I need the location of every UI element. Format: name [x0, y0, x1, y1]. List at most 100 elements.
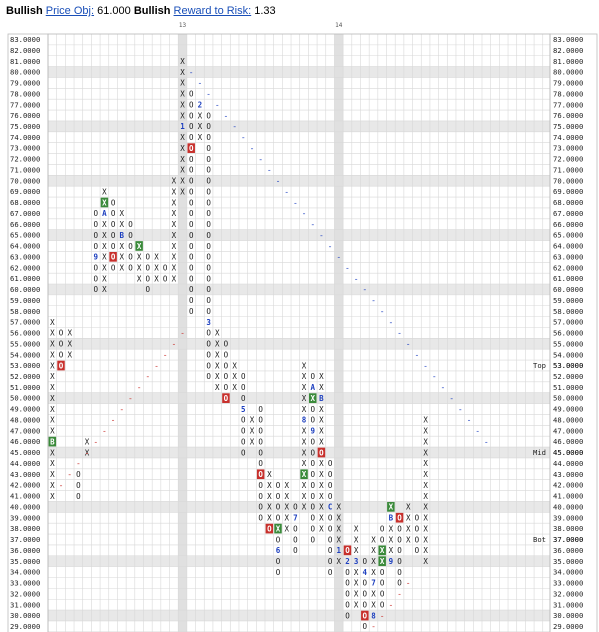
- pf-o-box: O: [206, 133, 211, 142]
- pf-o-box: O: [189, 253, 194, 262]
- support-line-mark: -: [388, 600, 393, 609]
- price-label-left: 47.0000: [10, 426, 40, 435]
- support-line-mark: -: [76, 459, 81, 468]
- range-annotation-price: 37.0000: [553, 535, 583, 544]
- pf-x-box: X: [102, 253, 107, 262]
- pf-x-box: X: [50, 416, 55, 425]
- pf-x-box: X: [423, 416, 428, 425]
- pf-o-box: O: [206, 187, 211, 196]
- box-highlight-red: [57, 360, 65, 371]
- pf-x-box: X: [284, 503, 289, 512]
- pf-x-box: X: [215, 329, 220, 338]
- reward-to-risk-link[interactable]: Reward to Risk:: [173, 5, 252, 17]
- pf-o-box: O: [258, 492, 263, 501]
- pf-x-box: X: [67, 340, 72, 349]
- support-line-mark: -: [397, 590, 402, 599]
- pf-x-box: X: [423, 535, 428, 544]
- pf-x-box: X: [319, 524, 324, 533]
- price-label-left: 76.0000: [10, 111, 40, 120]
- pf-x-box: X: [337, 503, 342, 512]
- price-label-right: 80.0000: [553, 68, 583, 77]
- price-label-right: 74.0000: [553, 133, 583, 142]
- pf-x-box: X: [284, 524, 289, 533]
- reward-to-risk-value: 1.33: [254, 5, 276, 17]
- pf-x-box: X: [319, 437, 324, 446]
- support-line-mark: -: [85, 448, 90, 457]
- pf-o-box: O: [128, 242, 133, 251]
- resistance-line-mark: -: [362, 285, 367, 294]
- pf-x-box: X: [198, 111, 203, 120]
- support-line-mark: -: [102, 427, 107, 436]
- price-label-right: 62.0000: [553, 263, 583, 272]
- grid-band: [48, 392, 550, 404]
- pf-x-box: X: [371, 535, 376, 544]
- resistance-line-mark: -: [276, 177, 281, 186]
- pf-o-box: O: [241, 372, 246, 381]
- pf-x-box: X: [354, 535, 359, 544]
- price-objective-value: 61.000: [97, 5, 131, 17]
- pf-o-box: O: [241, 427, 246, 436]
- support-line-mark: -: [163, 350, 168, 359]
- price-label-right: 49.0000: [553, 405, 583, 414]
- price-label-right: 45.0000: [553, 448, 583, 457]
- grid-band: [48, 175, 550, 187]
- pf-x-box: X: [406, 535, 411, 544]
- pf-o-box: O: [189, 177, 194, 186]
- pf-x-box: X: [180, 133, 185, 142]
- price-label-left: 62.0000: [10, 263, 40, 272]
- pf-x-box: X: [423, 514, 428, 523]
- pf-x-box: X: [423, 427, 428, 436]
- pf-o-box: O: [224, 350, 229, 359]
- box-highlight-green: [100, 197, 109, 208]
- pf-x-box: X: [423, 503, 428, 512]
- pf-mark-x: X: [380, 546, 385, 555]
- pf-o-box: O: [128, 220, 133, 229]
- pf-o-box: O: [310, 416, 315, 425]
- pf-x-box: X: [137, 264, 142, 273]
- price-label-right: 83.0000: [553, 35, 583, 44]
- pf-o-box: O: [206, 177, 211, 186]
- pf-o-box: O: [310, 503, 315, 512]
- pf-o-box: O: [415, 546, 420, 555]
- pf-x-box: X: [50, 394, 55, 403]
- pf-o-box: O: [93, 231, 98, 240]
- pf-o-box: O: [111, 231, 116, 240]
- price-objective-link[interactable]: Price Obj:: [45, 5, 95, 17]
- pf-x-box: X: [67, 350, 72, 359]
- price-label-left: 60.0000: [10, 285, 40, 294]
- price-label-right: 50.0000: [553, 394, 583, 403]
- price-label-right: 32.0000: [553, 589, 583, 598]
- resistance-line-mark: -: [475, 427, 480, 436]
- pf-month-mark: A: [102, 209, 107, 218]
- pf-x-box: X: [85, 448, 90, 457]
- pf-o-box: O: [276, 514, 281, 523]
- range-annotation-price: 45.0000: [553, 448, 583, 457]
- price-label-left: 42.0000: [10, 481, 40, 490]
- pf-x-box: X: [232, 361, 237, 370]
- bias-label: Bullish: [6, 5, 43, 17]
- pf-x-box: X: [337, 514, 342, 523]
- pf-x-box: X: [50, 427, 55, 436]
- pf-o-box: O: [93, 274, 98, 283]
- price-label-left: 46.0000: [10, 437, 40, 446]
- price-label-left: 56.0000: [10, 329, 40, 338]
- pf-x-box: X: [319, 492, 324, 501]
- box-highlight-green: [378, 545, 386, 556]
- resistance-line-mark: -: [467, 416, 472, 425]
- pf-o-box: O: [93, 220, 98, 229]
- resistance-line-mark: -: [458, 405, 463, 414]
- pf-o-box: O: [93, 285, 98, 294]
- pf-mark-b: B: [50, 437, 55, 446]
- pf-x-box: X: [354, 600, 359, 609]
- price-label-left: 65.0000: [10, 231, 40, 240]
- price-label-left: 29.0000: [10, 622, 40, 631]
- pf-o-box: O: [189, 155, 194, 164]
- support-line-mark: -: [380, 611, 385, 620]
- price-label-right: 57.0000: [553, 318, 583, 327]
- box-highlight-red: [256, 469, 265, 480]
- support-line-mark: -: [137, 383, 142, 392]
- pf-x-box: X: [423, 481, 428, 490]
- pf-month-mark: 2: [345, 557, 350, 566]
- pf-o-box: O: [146, 274, 151, 283]
- pf-o-box: O: [293, 546, 298, 555]
